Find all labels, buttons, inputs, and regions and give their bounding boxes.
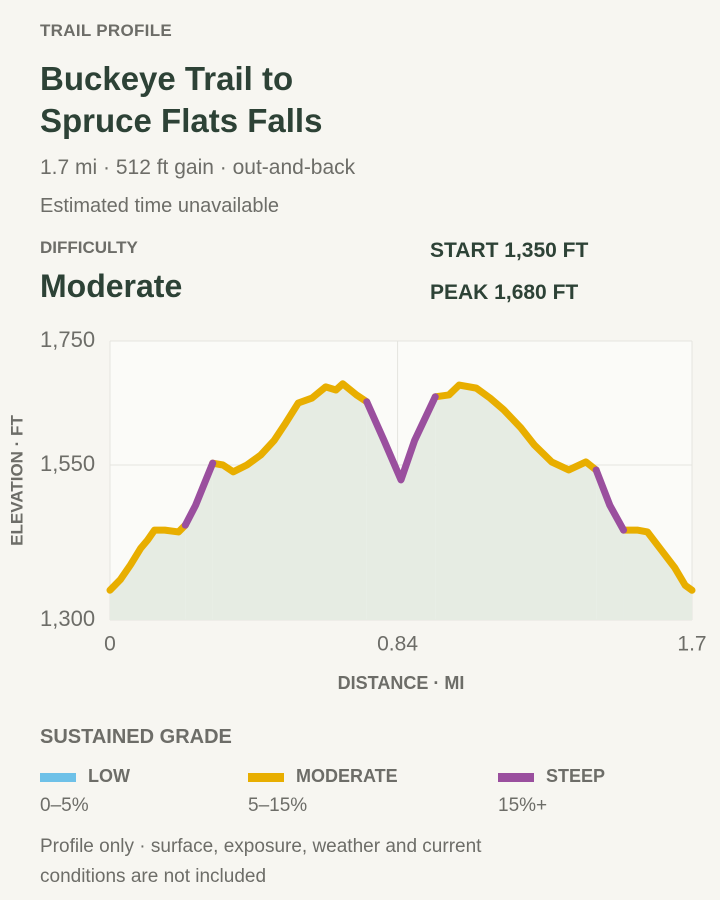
difficulty-value: Moderate xyxy=(40,268,183,304)
legend-range: 15%+ xyxy=(498,795,548,816)
legend-swatch xyxy=(498,773,534,782)
start-stat: START 1,350 FT xyxy=(430,239,589,262)
peak-stat: PEAK 1,680 FT xyxy=(430,281,579,304)
difficulty-label: DIFFICULTY xyxy=(40,238,138,257)
x-tick-label: 1.7 xyxy=(677,633,706,656)
chart: 1,300 1,550 1,750 0 0.84 1.7 DISTANCE · MI ELEV… xyxy=(7,327,706,693)
profile-line xyxy=(106,380,696,594)
y-tick-label: 1,750 xyxy=(40,327,95,352)
legend-name: MODERATE xyxy=(296,766,398,786)
x-axis-label: DISTANCE · MI xyxy=(338,673,465,693)
legend-title: SUSTAINED GRADE xyxy=(40,726,232,748)
x-tick-label: 0.84 xyxy=(377,633,418,656)
time: Estimated time unavailable xyxy=(40,195,280,217)
legend-swatch xyxy=(40,773,76,782)
y-tick-label: 1,550 xyxy=(40,451,95,476)
footnote: Profile only · surface, exposure, weathe… xyxy=(40,836,482,887)
legend-range: 5–15% xyxy=(248,795,308,816)
areas xyxy=(110,383,692,620)
profile-line xyxy=(181,393,628,534)
legend-range: 0–5% xyxy=(40,795,89,816)
legend-name: STEEP xyxy=(546,766,606,786)
title: Buckeye Trail to Spruce Flats Falls xyxy=(40,60,323,139)
meta: 1.7 mi · 512 ft gain · out-and-back xyxy=(40,156,356,179)
legend-swatch xyxy=(248,773,284,782)
x-tick-label: 0 xyxy=(104,633,116,656)
area xyxy=(185,396,624,620)
area xyxy=(110,383,692,620)
y-axis-label: ELEVATION · FT xyxy=(7,415,26,546)
y-tick-label: 1,300 xyxy=(40,606,95,631)
legend-name: LOW xyxy=(88,766,130,786)
lines xyxy=(106,380,696,594)
eyebrow: TRAIL PROFILE xyxy=(40,21,173,40)
